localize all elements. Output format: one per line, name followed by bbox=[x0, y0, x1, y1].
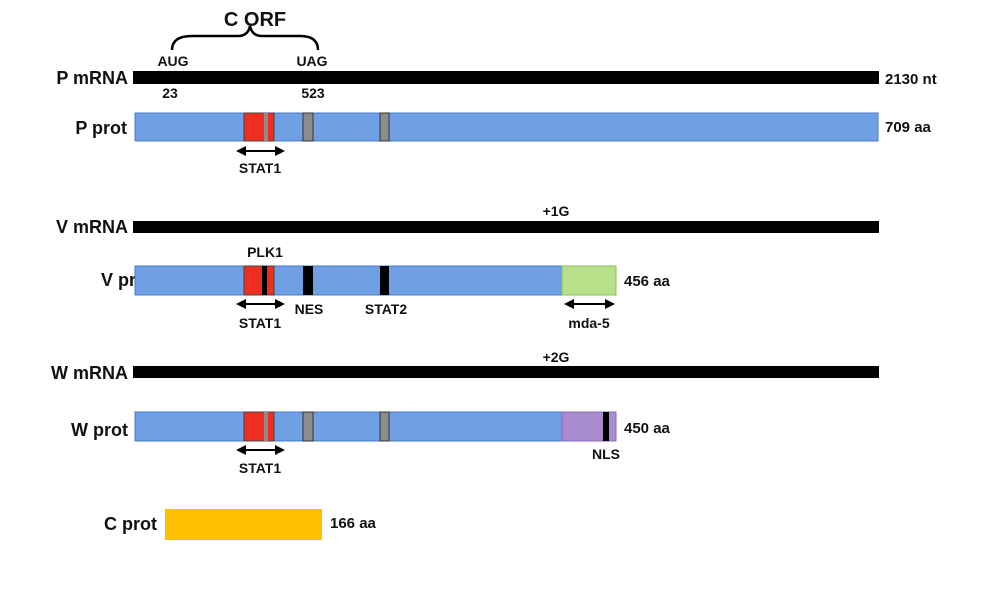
v-prot-length: 456 aa bbox=[624, 273, 671, 290]
p-motif-2 bbox=[379, 112, 390, 142]
p-prot-label: P prot bbox=[75, 118, 127, 138]
w-motif-1 bbox=[302, 411, 314, 442]
w-stat1-inner-mark bbox=[264, 412, 268, 441]
v-mrna-edit: +1G bbox=[543, 203, 570, 219]
stop-codon-label: UAG bbox=[296, 53, 327, 69]
p-mrna-label: P mRNA bbox=[56, 68, 128, 88]
start-codon-label: AUG bbox=[157, 53, 188, 69]
w-mrna-bar bbox=[133, 366, 879, 378]
w-stat1-domain bbox=[243, 411, 275, 442]
w-prot-label: W prot bbox=[71, 420, 128, 440]
start-position-label: 23 bbox=[162, 85, 178, 101]
w-nls-mark bbox=[603, 412, 609, 441]
v-mrna-bar bbox=[133, 221, 879, 233]
w-nls-label: NLS bbox=[592, 446, 620, 462]
c-prot-label: C prot bbox=[104, 514, 157, 534]
v-stat1-label: STAT1 bbox=[239, 315, 281, 331]
p-stat1-domain bbox=[243, 112, 275, 142]
c-orf-brace bbox=[170, 25, 320, 51]
c-orf-label: C ORF bbox=[224, 9, 286, 31]
c-prot-length: 166 aa bbox=[330, 515, 377, 532]
w-mrna-label: W mRNA bbox=[51, 363, 128, 383]
w-motif-2 bbox=[379, 411, 390, 442]
w-prot-length: 450 aa bbox=[624, 420, 671, 437]
v-protein-bar bbox=[134, 265, 563, 296]
v-nes-label: NES bbox=[295, 301, 324, 317]
c-protein-bar bbox=[165, 509, 322, 540]
stop-position-label: 523 bbox=[301, 85, 325, 101]
p-motif-1 bbox=[302, 112, 314, 142]
w-mrna-edit: +2G bbox=[543, 349, 570, 365]
v-stat2-label: STAT2 bbox=[365, 301, 407, 317]
v-plk1-label: PLK1 bbox=[247, 244, 283, 260]
p-stat1-label: STAT1 bbox=[239, 160, 281, 176]
p-prot-length: 709 aa bbox=[885, 119, 932, 136]
v-mda5-label: mda-5 bbox=[568, 315, 609, 331]
v-plk1-mark bbox=[262, 266, 267, 295]
v-mrna-label: V mRNA bbox=[56, 217, 128, 237]
w-protein-bar bbox=[134, 411, 563, 442]
v-unique-domain bbox=[561, 265, 617, 296]
p-mrna-length: 2130 nt bbox=[885, 71, 937, 88]
w-stat1-label: STAT1 bbox=[239, 460, 281, 476]
v-stat1-domain bbox=[243, 265, 275, 296]
p-mrna-bar bbox=[133, 71, 879, 84]
v-stat2-mark bbox=[380, 266, 389, 295]
p-stat1-inner-mark bbox=[264, 113, 268, 141]
v-nes-mark bbox=[303, 266, 313, 295]
